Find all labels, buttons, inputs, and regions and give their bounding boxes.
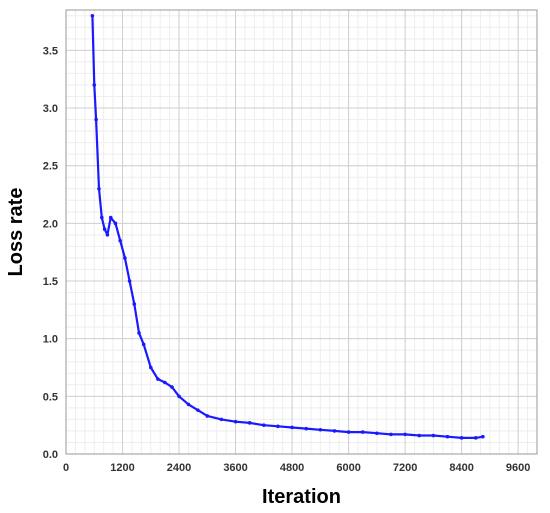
loss-data-point xyxy=(304,426,309,431)
minor-grid xyxy=(65,10,538,455)
loss-data-point xyxy=(141,342,146,347)
loss-data-point xyxy=(156,377,160,381)
x-tick-label: 7200 xyxy=(393,462,417,474)
loss-data-point xyxy=(473,436,478,440)
loss-data-point xyxy=(403,432,407,437)
loss-data-point xyxy=(332,429,337,433)
loss-data-point xyxy=(99,215,104,220)
y-tick-labels: 0.0 0.5 1.0 1.5 2.0 2.5 3.0 3.5 xyxy=(43,45,58,461)
x-tick-label: 0 xyxy=(63,462,69,474)
loss-data-point xyxy=(290,425,294,430)
plot-border xyxy=(65,9,538,455)
x-tick-label: 3600 xyxy=(223,462,247,474)
loss-data-point xyxy=(148,365,153,370)
loss-data-point xyxy=(233,419,238,424)
loss-data-point xyxy=(127,279,132,283)
series-layer xyxy=(90,13,485,440)
y-tick-label: 3.0 xyxy=(43,103,58,115)
x-tick-label: 4800 xyxy=(280,462,304,474)
loss-data-point xyxy=(417,433,422,438)
y-tick-label: 1.0 xyxy=(43,334,58,346)
loss-data-point xyxy=(97,186,101,191)
loss-data-point xyxy=(431,433,436,438)
loss-data-point xyxy=(481,434,485,439)
y-tick-label: 3.5 xyxy=(43,45,58,57)
x-tick-label: 2400 xyxy=(167,462,191,474)
y-tick-label: 0.5 xyxy=(43,391,58,403)
y-tick-label: 2.0 xyxy=(43,218,58,230)
x-tick-labels: 0 1200 2400 3600 4800 6000 7200 8400 9600 xyxy=(63,462,530,474)
loss-data-point xyxy=(276,424,280,429)
loss-data-point xyxy=(186,402,191,407)
loss-data-point xyxy=(389,432,393,437)
y-axis-title: Loss rate xyxy=(5,188,27,277)
loss-data-point xyxy=(90,13,95,18)
loss-data-point xyxy=(318,427,323,432)
loss-data-point xyxy=(94,117,98,122)
loss-data-point xyxy=(118,238,122,243)
loss-data-point xyxy=(459,436,464,440)
loss-data-point xyxy=(163,380,167,385)
loss-data-point xyxy=(177,394,181,399)
loss-data-point xyxy=(123,256,127,260)
loss-data-point xyxy=(375,431,379,436)
loss-data-point xyxy=(346,430,351,434)
loss-data-point xyxy=(92,83,97,87)
y-tick-label: 0.0 xyxy=(43,449,58,461)
x-axis-title: Iteration xyxy=(262,486,341,508)
loss-data-point xyxy=(219,417,224,422)
loss-data-point xyxy=(108,215,113,220)
loss-data-point xyxy=(247,421,252,425)
x-tick-label: 1200 xyxy=(110,462,134,474)
loss-data-point xyxy=(132,302,137,306)
loss-data-point xyxy=(360,430,365,434)
x-tick-label: 9600 xyxy=(506,462,530,474)
loss-data-point xyxy=(137,331,141,335)
loss-data-point xyxy=(196,408,200,412)
y-tick-label: 2.5 xyxy=(43,161,58,173)
loss-data-point xyxy=(113,221,118,226)
loss-data-point xyxy=(170,385,174,389)
major-grid xyxy=(65,10,537,455)
loss-data-point xyxy=(205,414,210,418)
y-tick-label: 1.5 xyxy=(43,276,58,288)
loss-data-point xyxy=(262,423,266,427)
loss-data-point xyxy=(102,227,107,231)
x-tick-label: 6000 xyxy=(336,462,360,474)
x-tick-label: 8400 xyxy=(449,462,473,474)
loss-data-point xyxy=(105,233,110,237)
loss-data-point xyxy=(445,434,450,439)
